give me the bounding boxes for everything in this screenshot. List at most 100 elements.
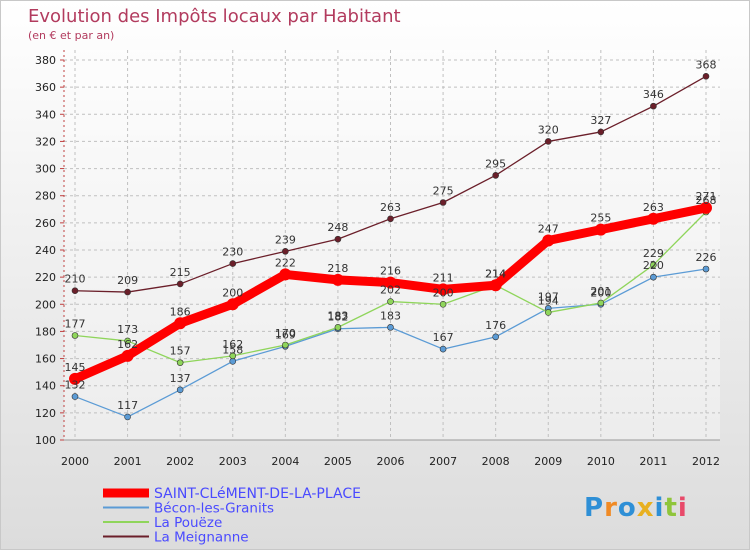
- x-tick-label: 2000: [61, 455, 89, 468]
- data-point: [331, 273, 344, 286]
- x-tick-label: 2008: [482, 455, 510, 468]
- data-point: [71, 287, 79, 295]
- data-point: [334, 235, 342, 243]
- data-point: [387, 298, 394, 305]
- y-tick-label: 180: [35, 325, 56, 338]
- data-label: 202: [380, 284, 401, 297]
- data-label: 209: [117, 274, 138, 287]
- data-point: [71, 393, 79, 400]
- data-point: [439, 345, 447, 353]
- data-point: [334, 324, 342, 331]
- data-point: [650, 273, 657, 281]
- data-point: [700, 201, 712, 214]
- data-label: 216: [380, 265, 401, 278]
- legend-label: La Meignanne: [154, 530, 249, 546]
- data-point: [650, 102, 657, 110]
- y-tick-label: 280: [35, 190, 56, 203]
- data-point: [176, 280, 184, 288]
- data-label: 132: [65, 379, 86, 392]
- data-point: [226, 298, 239, 311]
- data-point: [542, 234, 555, 247]
- y-tick-label: 380: [35, 54, 56, 67]
- data-point: [124, 288, 131, 296]
- y-tick-label: 160: [35, 353, 56, 366]
- data-label: 268: [696, 194, 717, 207]
- data-point: [282, 248, 289, 255]
- data-point: [229, 352, 237, 360]
- data-label: 368: [696, 58, 717, 71]
- data-label: 182: [327, 311, 348, 324]
- data-point: [544, 138, 552, 145]
- data-label: 200: [433, 286, 454, 299]
- data-label: 220: [643, 259, 664, 272]
- x-tick-label: 2007: [429, 455, 457, 468]
- data-label: 226: [696, 251, 717, 264]
- data-point: [176, 386, 184, 394]
- data-label: 247: [538, 223, 559, 236]
- legend-label: La Pouëze: [154, 515, 222, 531]
- data-label: 222: [275, 256, 296, 269]
- watermark-logo: Proxiti: [584, 493, 688, 523]
- data-point: [492, 333, 499, 341]
- data-label: 214: [485, 267, 506, 280]
- data-point: [176, 359, 184, 366]
- data-label: 214: [485, 267, 506, 280]
- data-label: 255: [590, 212, 611, 225]
- data-label: 157: [170, 345, 191, 358]
- chart-title: Evolution des Impôts locaux par Habitant: [28, 6, 401, 27]
- data-label: 200: [222, 286, 243, 299]
- grid: [64, 50, 720, 441]
- data-label: 194: [538, 294, 559, 307]
- x-tick-label: 2001: [114, 455, 142, 468]
- data-label: 162: [222, 338, 243, 351]
- y-tick-label: 120: [35, 407, 56, 420]
- data-point: [544, 309, 552, 316]
- data-point: [71, 332, 79, 339]
- data-label: 162: [117, 338, 138, 351]
- y-tick-label: 240: [35, 244, 56, 257]
- data-point: [702, 265, 710, 273]
- data-point: [174, 317, 187, 330]
- data-label: 271: [696, 190, 717, 203]
- data-label: 218: [327, 262, 348, 275]
- data-label: 215: [170, 266, 191, 279]
- axes: 100 120 140 160 180 200 220 240 260 280 300 320 340 3…: [35, 50, 720, 468]
- data-point: [229, 357, 237, 365]
- x-tick-label: 2004: [271, 455, 299, 468]
- data-point: [279, 268, 292, 281]
- data-label: 295: [485, 157, 506, 170]
- y-tick-label: 140: [35, 380, 56, 393]
- data-label: 200: [590, 286, 611, 299]
- data-point: [124, 337, 131, 345]
- data-label: 263: [380, 201, 401, 214]
- data-point: [594, 223, 607, 236]
- x-tick-label: 2005: [324, 455, 352, 468]
- data-label: 210: [65, 273, 86, 286]
- data-label: 183: [380, 309, 401, 322]
- data-label: 275: [433, 185, 454, 198]
- data-label: 327: [590, 114, 611, 127]
- data-label: 158: [222, 343, 243, 356]
- data-label: 263: [643, 201, 664, 214]
- data-point: [597, 299, 605, 307]
- data-point: [439, 300, 447, 308]
- x-tick-label: 2002: [166, 455, 194, 468]
- data-label: 170: [275, 327, 296, 340]
- x-tick-label: 2003: [219, 455, 247, 468]
- data-point: [647, 212, 660, 225]
- data-label: 186: [170, 305, 191, 318]
- y-tick-label: 100: [35, 434, 56, 447]
- y-tick-label: 260: [35, 217, 56, 230]
- data-label: 320: [538, 123, 559, 136]
- plot-area: [64, 50, 720, 440]
- data-point: [489, 279, 502, 292]
- data-label: 177: [65, 318, 86, 331]
- data-label: 137: [170, 372, 191, 385]
- data-label: 201: [590, 285, 611, 298]
- chart-subtitle: (en € et par an): [28, 29, 114, 42]
- y-tick-label: 300: [35, 163, 56, 176]
- data-label: 117: [117, 399, 138, 412]
- data-label: 145: [65, 361, 86, 374]
- data-label: 239: [275, 233, 296, 246]
- data-point: [69, 372, 81, 385]
